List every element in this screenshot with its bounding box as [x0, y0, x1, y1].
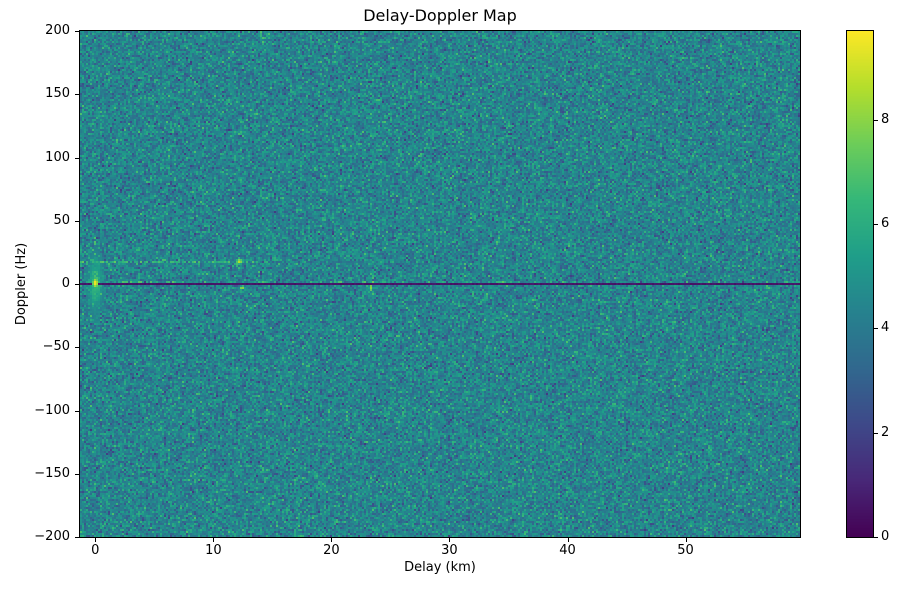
x-tick-label: 0 — [91, 543, 100, 558]
colorbar-tick-mark — [874, 224, 878, 225]
colorbar-tick-label: 4 — [881, 320, 890, 336]
x-tick-label: 30 — [441, 543, 458, 558]
y-tick-label: −50 — [42, 339, 70, 355]
chart-title: Delay-Doppler Map — [363, 6, 517, 25]
x-tick-mark — [567, 538, 569, 542]
x-tick-label: 10 — [205, 543, 222, 558]
y-tick-mark — [75, 220, 79, 222]
y-tick-label: −150 — [34, 465, 70, 481]
y-tick-mark — [75, 31, 79, 32]
x-tick-mark — [331, 538, 333, 542]
colorbar-tick-mark — [874, 537, 878, 538]
y-tick-mark — [75, 94, 79, 96]
colorbar-tick-mark — [874, 119, 878, 121]
y-axis-label: Doppler (Hz) — [14, 242, 29, 326]
y-tick-label: 0 — [61, 276, 70, 291]
y-tick-label: −100 — [34, 402, 70, 418]
x-tick-mark — [449, 538, 451, 542]
x-tick-label: 20 — [323, 543, 340, 558]
y-tick-label: −200 — [34, 529, 70, 544]
y-tick-label: 100 — [45, 149, 70, 165]
x-tick-label: 50 — [677, 543, 694, 558]
colorbar-tick-label: 6 — [881, 216, 890, 231]
x-tick-mark — [685, 538, 687, 542]
x-tick-mark — [95, 538, 97, 542]
colorbar-tick-mark — [874, 328, 878, 330]
colorbar-tick-label: 0 — [881, 529, 890, 544]
y-tick-label: 150 — [45, 86, 70, 102]
y-tick-mark — [75, 410, 79, 412]
x-tick-mark — [213, 538, 215, 542]
colorbar-tick-mark — [874, 432, 878, 434]
y-tick-mark — [75, 284, 79, 285]
y-tick-mark — [75, 347, 79, 349]
heatmap-canvas — [80, 31, 800, 537]
colorbar-canvas — [847, 31, 873, 537]
colorbar-tick-label: 8 — [881, 111, 890, 127]
y-tick-label: 50 — [53, 212, 70, 228]
y-tick-mark — [75, 157, 79, 159]
x-axis-label: Delay (km) — [404, 560, 476, 575]
colorbar-tick-label: 2 — [881, 424, 890, 440]
x-tick-label: 40 — [559, 543, 576, 558]
y-tick-label: 200 — [45, 23, 70, 38]
y-tick-mark — [75, 537, 79, 538]
y-tick-mark — [75, 473, 79, 475]
